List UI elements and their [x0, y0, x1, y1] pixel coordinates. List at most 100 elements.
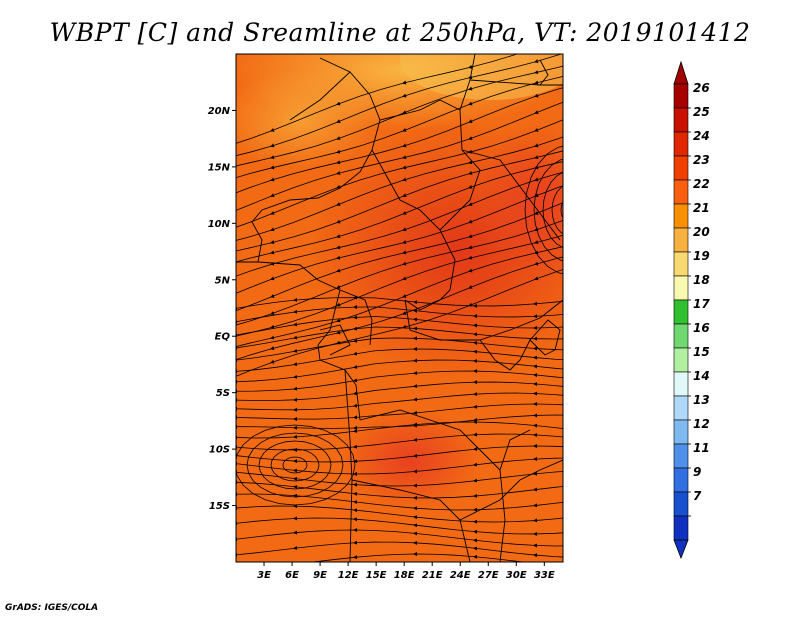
streamline: [551, 185, 563, 235]
colorbar-segment: [673, 491, 689, 517]
lon-tick-label: 27E: [478, 570, 499, 581]
colorbar-top-arrow: [673, 60, 689, 85]
colorbar-segment: [673, 203, 689, 229]
streamline: [236, 529, 563, 547]
streamline: [270, 448, 320, 482]
colorbar-segment: [673, 371, 689, 397]
colorbar-segment: [673, 299, 689, 325]
colorbar-label: 17: [693, 297, 710, 311]
streamline: [533, 158, 563, 262]
colorbar-label: 26: [693, 81, 710, 95]
map-frame: [235, 53, 564, 563]
streamline: [524, 145, 563, 275]
colorbar-segment: [673, 251, 689, 277]
streamline: [236, 445, 563, 463]
streamline: [236, 297, 563, 309]
lon-tick-label: 15E: [366, 570, 387, 581]
colorbar-label: 25: [693, 105, 710, 119]
streamline: [236, 493, 563, 511]
colorbar-segment: [673, 443, 689, 469]
colorbar: 26 25 24 23 22 21 20 19 18 17 16 15 14 13 12 11 9 7: [673, 60, 710, 560]
lon-tick-label: 33E: [534, 570, 555, 581]
streamline: [236, 370, 563, 392]
streamline-arrow: [533, 561, 538, 562]
streamline-arrow: [235, 568, 255, 569]
lon-tick-label: 24E: [450, 570, 471, 581]
streamline: [236, 326, 563, 349]
colorbar-segment: [673, 155, 689, 181]
colorbar-segment: [673, 107, 689, 133]
streamline: [236, 505, 563, 523]
streamline: [542, 171, 563, 249]
colorbar-segment: [673, 83, 689, 109]
streamline: [236, 403, 563, 420]
colorbar-label: 19: [693, 249, 710, 263]
streamline: [236, 421, 563, 439]
colorbar-label: 15: [693, 345, 710, 359]
colorbar-label: 16: [693, 321, 710, 335]
colorbar-label: 18: [693, 273, 710, 287]
streamline: [236, 381, 563, 401]
lat-tick-label: 5S: [216, 388, 230, 399]
colorbar-segment: [673, 131, 689, 157]
streamline: [236, 392, 563, 411]
colorbar-segment: [673, 467, 689, 493]
colorbar-segment: [673, 419, 689, 445]
streamline: [236, 433, 563, 451]
colorbar-label: 13: [693, 393, 710, 407]
lat-tick-label: 10N: [208, 219, 231, 230]
streamline: [246, 432, 344, 498]
streamline: [236, 541, 563, 558]
colorbar-segment: [673, 179, 689, 205]
streamline: [258, 440, 332, 490]
colorbar-segment: [673, 515, 689, 541]
streamline: [560, 201, 563, 219]
colorbar-segment: [673, 347, 689, 373]
colorbar-label: 11: [693, 441, 710, 455]
colorbar-label: 9: [693, 465, 701, 479]
streamline: [309, 553, 527, 562]
lon-tick-label: 12E: [338, 570, 359, 581]
colorbar-label: 14: [693, 369, 710, 383]
streamline: [236, 457, 563, 475]
map-panel: [235, 54, 563, 569]
streamlines: [235, 54, 563, 569]
colorbar-label: 12: [693, 417, 710, 431]
streamline: [236, 471, 563, 487]
country-borders: [236, 54, 563, 562]
streamline: [236, 424, 356, 506]
colorbar-label: 7: [693, 489, 702, 503]
streamline: [236, 517, 563, 535]
colorbar-label: 23: [693, 153, 710, 167]
streamline: [282, 456, 308, 474]
colorbar-label: 21: [693, 201, 710, 215]
lon-tick-label: 3E: [257, 570, 271, 581]
colorbar-segment: [673, 395, 689, 421]
colorbar-segment: [673, 275, 689, 301]
streamline: [236, 348, 563, 372]
streamline: [236, 306, 563, 323]
lat-tick-label: 10S: [209, 445, 230, 456]
streamline: [236, 359, 563, 383]
lat-tick-label: 5N: [215, 275, 231, 286]
lon-tick-label: 6E: [285, 570, 299, 581]
lon-tick-label: 30E: [506, 570, 527, 581]
streamline: [236, 337, 563, 361]
lat-tick-label: 15S: [209, 501, 230, 512]
lat-tick-label: 15N: [208, 162, 231, 173]
map-title: WBPT [C] and Sreamline at 250hPa, VT: 20…: [49, 18, 751, 47]
lat-tick-label: EQ: [215, 332, 231, 343]
colorbar-segment: [673, 323, 689, 349]
colorbar-bottom-arrow: [673, 539, 689, 560]
latitude-axis: 20N 15N 10N 5N EQ 5S 10S 15S: [208, 106, 236, 512]
lon-tick-label: 9E: [313, 570, 327, 581]
colorbar-segment: [673, 227, 689, 253]
colorbar-label: 22: [693, 177, 710, 191]
cool-region-northwest: [236, 70, 380, 170]
colorbar-label: 20: [693, 225, 710, 239]
lon-tick-label: 21E: [422, 570, 443, 581]
lat-tick-label: 20N: [208, 106, 231, 117]
longitude-axis: 3E 6E 9E 12E 15E 18E 21E 24E 27E 30E 33E: [257, 562, 555, 581]
lon-tick-label: 18E: [394, 570, 415, 581]
